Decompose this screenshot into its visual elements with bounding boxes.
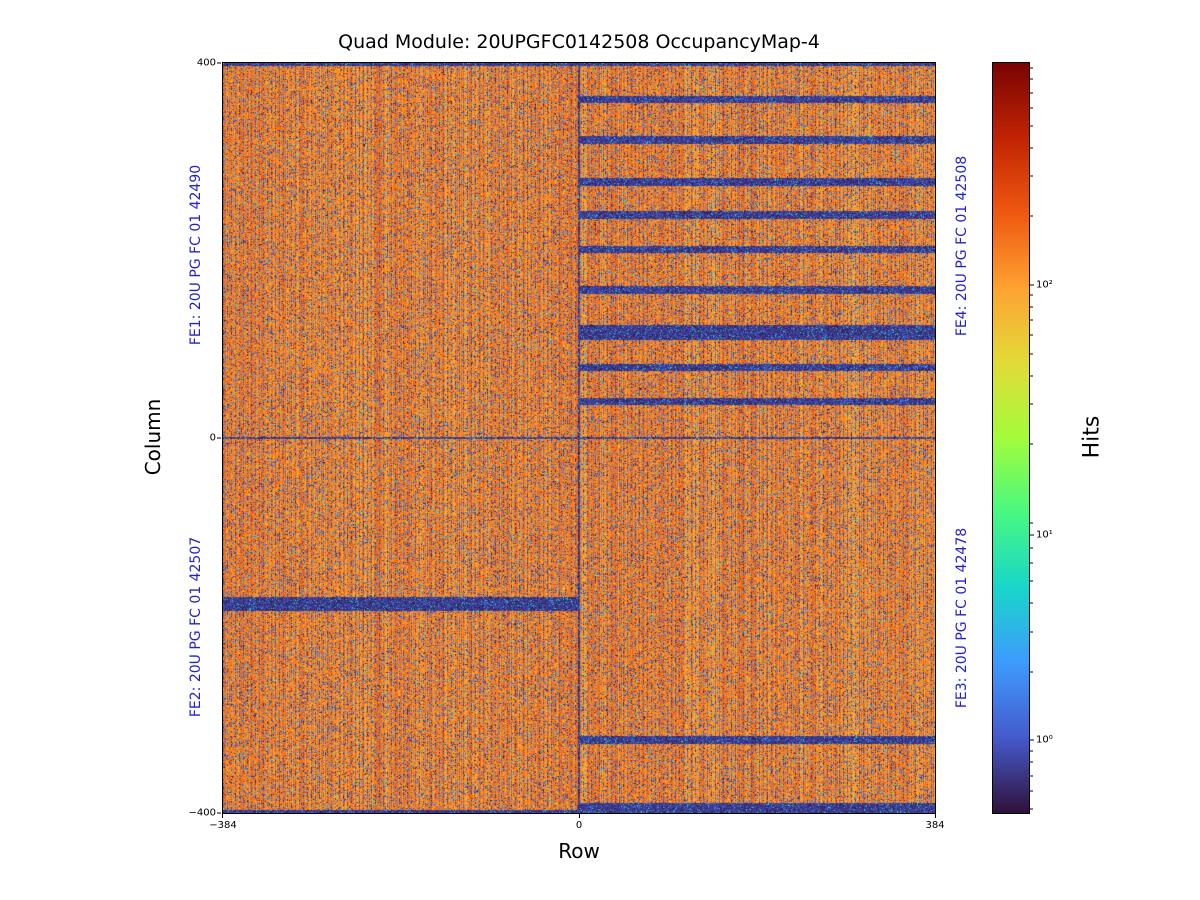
colorbar-canvas: [992, 62, 1030, 814]
colorbar-tick-label: 10⁰: [1036, 734, 1053, 746]
colorbar-tick-label: 10¹: [1036, 529, 1053, 541]
y-tick-mark: [217, 812, 221, 814]
colorbar-minor-tick-mark: [1030, 562, 1033, 564]
x-axis-label: Row: [558, 839, 600, 863]
colorbar-minor-tick-mark: [1030, 147, 1033, 149]
y-tick-mark: [217, 437, 221, 439]
y-tick-label: 0: [209, 432, 216, 444]
colorbar-label: Hits: [1079, 415, 1105, 459]
colorbar-minor-tick-mark: [1030, 547, 1033, 549]
colorbar-minor-tick-mark: [1030, 67, 1033, 69]
y-tick-label: 400: [196, 57, 216, 69]
colorbar-minor-tick-mark: [1030, 602, 1033, 604]
fe4-label: FE4: 20U PG FC 01 42508: [954, 155, 970, 337]
colorbar-minor-tick-mark: [1030, 808, 1033, 810]
colorbar-minor-tick-mark: [1030, 631, 1033, 633]
x-tick-mark: [935, 814, 936, 818]
colorbar-minor-tick-mark: [1030, 761, 1033, 763]
colorbar-minor-tick-mark: [1030, 175, 1033, 177]
x-tick-mark: [579, 814, 580, 818]
x-tick-mark: [222, 814, 223, 818]
colorbar-minor-tick-mark: [1030, 306, 1033, 308]
colorbar-minor-tick-mark: [1030, 353, 1033, 355]
colorbar-minor-tick-mark: [1030, 671, 1033, 673]
colorbar-tick-mark: [1030, 284, 1034, 286]
y-tick-mark: [217, 62, 221, 64]
colorbar-minor-tick-mark: [1030, 580, 1033, 582]
colorbar-minor-tick-mark: [1030, 775, 1033, 776]
colorbar-minor-tick-mark: [1030, 403, 1033, 405]
colorbar-minor-tick-mark: [1030, 78, 1033, 80]
x-tick-label: −384: [209, 820, 237, 831]
colorbar-minor-tick-mark: [1030, 319, 1033, 321]
colorbar-minor-tick-mark: [1030, 790, 1033, 792]
colorbar-minor-tick-mark: [1030, 443, 1033, 445]
fe2-label: FE2: 20U PG FC 01 42507: [188, 536, 204, 718]
colorbar-minor-tick-mark: [1030, 215, 1033, 217]
colorbar-minor-tick-mark: [1030, 107, 1033, 109]
fe3-label: FE3: 20U PG FC 01 42478: [954, 527, 970, 709]
heatmap-canvas: [222, 62, 936, 814]
x-tick-label: 384: [925, 820, 945, 831]
colorbar-minor-tick-mark: [1030, 294, 1033, 296]
colorbar-minor-tick-mark: [1030, 750, 1033, 752]
colorbar-minor-tick-mark: [1030, 92, 1033, 94]
y-tick-label: −400: [188, 807, 216, 819]
colorbar-minor-tick-mark: [1030, 534, 1033, 536]
colorbar-minor-tick-mark: [1030, 522, 1033, 524]
colorbar-tick-mark: [1030, 739, 1034, 741]
x-tick-label: 0: [575, 820, 583, 831]
colorbar-minor-tick-mark: [1030, 334, 1033, 336]
fe1-label: FE1: 20U PG FC 01 42490: [188, 164, 204, 346]
colorbar-minor-tick-mark: [1030, 375, 1033, 377]
colorbar-minor-tick-mark: [1030, 125, 1033, 127]
chart-title: Quad Module: 20UPGFC0142508 OccupancyMap…: [338, 31, 820, 53]
colorbar-tick-label: 10²: [1036, 279, 1053, 291]
